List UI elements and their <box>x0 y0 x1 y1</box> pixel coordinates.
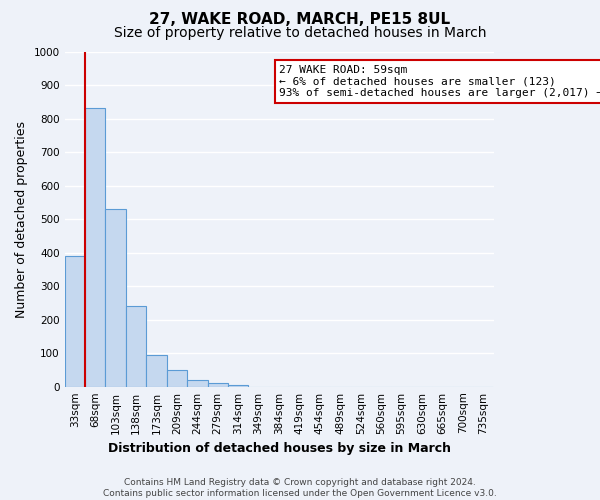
Text: 27, WAKE ROAD, MARCH, PE15 8UL: 27, WAKE ROAD, MARCH, PE15 8UL <box>149 12 451 28</box>
Bar <box>228 385 248 386</box>
Bar <box>106 209 126 386</box>
Bar <box>85 108 106 386</box>
Bar <box>126 306 146 386</box>
Bar <box>187 380 208 386</box>
Bar <box>208 382 228 386</box>
Bar <box>65 256 85 386</box>
X-axis label: Distribution of detached houses by size in March: Distribution of detached houses by size … <box>107 442 451 455</box>
Text: Size of property relative to detached houses in March: Size of property relative to detached ho… <box>114 26 486 40</box>
Bar <box>167 370 187 386</box>
Bar <box>146 355 167 386</box>
Text: 27 WAKE ROAD: 59sqm
← 6% of detached houses are smaller (123)
93% of semi-detach: 27 WAKE ROAD: 59sqm ← 6% of detached hou… <box>279 65 600 98</box>
Y-axis label: Number of detached properties: Number of detached properties <box>15 120 28 318</box>
Text: Contains HM Land Registry data © Crown copyright and database right 2024.
Contai: Contains HM Land Registry data © Crown c… <box>103 478 497 498</box>
